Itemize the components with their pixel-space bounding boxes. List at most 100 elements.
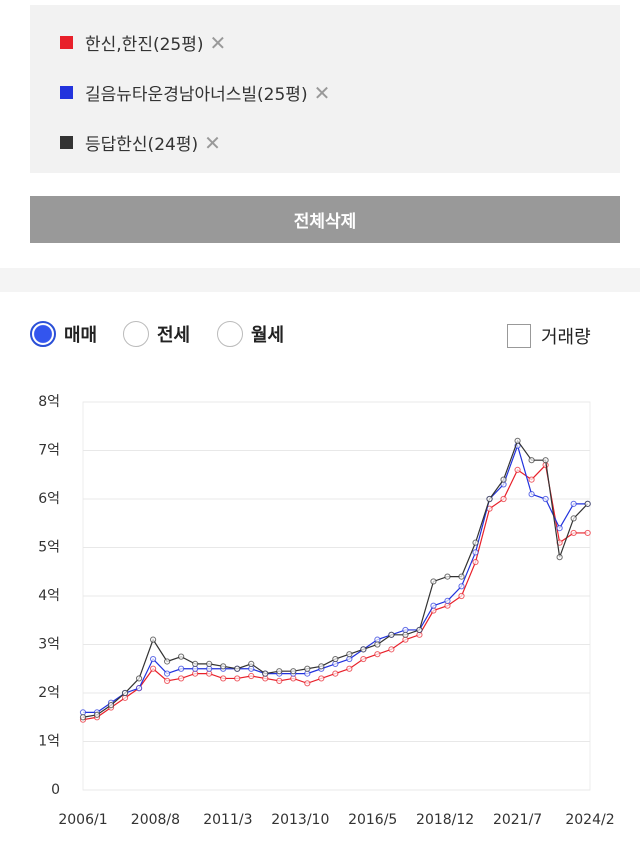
filter-panel: 한신,한진(25평) ✕ 길음뉴타운경남아너스빌(25평) ✕ 등답한신(24평) ✕ xyxy=(30,5,620,173)
data-point xyxy=(332,670,339,677)
x-tick-label: 2013/10 xyxy=(271,812,329,828)
data-point xyxy=(472,539,479,546)
y-tick-label: 5억 xyxy=(38,540,60,556)
data-point xyxy=(430,602,437,609)
y-tick-label: 4억 xyxy=(38,588,60,604)
data-point xyxy=(570,515,577,522)
series-line xyxy=(82,463,588,721)
legend-label: 길음뉴타운경남아너스빌(25평) xyxy=(85,85,308,105)
data-point xyxy=(304,680,311,687)
data-point xyxy=(374,651,381,658)
data-point xyxy=(107,702,115,709)
data-point xyxy=(556,525,563,532)
y-tick-label: 7억 xyxy=(38,443,60,459)
data-point xyxy=(234,675,241,682)
y-tick-label: 2억 xyxy=(38,685,60,701)
data-point xyxy=(206,660,213,667)
data-point xyxy=(135,685,143,692)
data-point xyxy=(178,665,185,672)
data-point xyxy=(149,655,157,663)
data-point xyxy=(164,670,171,677)
filter-item: 등답한신(24평) ✕ xyxy=(60,130,221,155)
data-point xyxy=(570,500,577,507)
y-tick-label: 8억 xyxy=(38,394,60,410)
data-point xyxy=(402,631,409,638)
separator xyxy=(0,268,640,292)
data-point xyxy=(570,529,577,537)
data-point xyxy=(514,437,521,444)
data-point xyxy=(234,665,241,672)
radio-icon xyxy=(30,321,56,347)
data-point xyxy=(262,670,269,677)
radio-monthly[interactable]: 월세 xyxy=(217,321,284,347)
data-point xyxy=(318,663,325,670)
data-point xyxy=(304,665,311,672)
data-point xyxy=(149,665,157,672)
data-point xyxy=(248,660,255,667)
data-point xyxy=(514,466,521,474)
remove-icon[interactable]: ✕ xyxy=(204,130,221,155)
legend-label: 등답한신(24평) xyxy=(85,135,199,155)
data-point xyxy=(290,668,297,675)
legend-swatch xyxy=(60,86,73,99)
data-point xyxy=(500,495,507,503)
data-point xyxy=(472,558,479,566)
data-point xyxy=(220,663,227,670)
x-tick-label: 2021/7 xyxy=(493,812,542,828)
data-point xyxy=(430,578,437,585)
checkbox-icon xyxy=(507,324,531,348)
data-point xyxy=(528,457,535,464)
volume-checkbox[interactable]: 거래량 xyxy=(507,323,591,349)
data-point xyxy=(135,675,143,682)
y-tick-label: 6억 xyxy=(38,491,60,507)
data-point xyxy=(164,658,171,665)
data-point xyxy=(584,529,591,537)
radio-jeonse[interactable]: 전세 xyxy=(123,321,190,347)
x-tick-label: 2011/3 xyxy=(203,812,252,828)
legend-swatch xyxy=(60,136,73,149)
x-tick-label: 2006/1 xyxy=(58,812,107,828)
radio-icon xyxy=(123,321,149,347)
data-point xyxy=(528,476,535,483)
data-point xyxy=(388,646,395,653)
data-point xyxy=(584,500,591,507)
legend-label: 한신,한진(25평) xyxy=(85,35,204,55)
data-point xyxy=(542,457,549,464)
data-point xyxy=(79,714,87,721)
data-point xyxy=(276,668,283,675)
remove-icon[interactable]: ✕ xyxy=(209,30,227,55)
x-tick-label: 2016/5 xyxy=(348,812,397,828)
data-point xyxy=(528,491,535,498)
data-point xyxy=(178,653,185,660)
data-point xyxy=(318,675,325,682)
data-point xyxy=(500,476,507,483)
data-point xyxy=(472,549,479,556)
radio-sale[interactable]: 매매 xyxy=(30,321,97,347)
data-point xyxy=(444,597,451,604)
chart: 0 1억 2억 3억 4억 5억 6억 7억 8억 2006/1 2008/8 2011/3 2013/… xyxy=(38,394,614,828)
y-tick-label: 0 xyxy=(51,782,60,798)
data-point xyxy=(360,646,367,653)
data-point xyxy=(276,677,283,684)
data-point xyxy=(164,677,171,684)
data-point xyxy=(93,711,101,718)
y-tick-label: 3억 xyxy=(38,637,60,653)
data-point xyxy=(486,495,493,503)
delete-all-button[interactable]: 전체삭제 xyxy=(30,196,620,243)
radio-label: 전세 xyxy=(157,325,191,346)
data-point xyxy=(416,626,423,634)
data-point xyxy=(388,631,395,638)
data-point xyxy=(149,636,157,643)
legend-swatch xyxy=(60,36,73,49)
y-tick-label: 1억 xyxy=(38,734,60,750)
data-point xyxy=(542,495,549,503)
data-point xyxy=(346,651,353,658)
data-point xyxy=(346,665,353,672)
data-point xyxy=(556,554,563,561)
x-tick-label: 2024/2 xyxy=(565,812,614,828)
filter-item: 길음뉴타운경남아너스빌(25평) ✕ xyxy=(60,80,330,105)
remove-icon[interactable]: ✕ xyxy=(313,80,331,105)
data-point xyxy=(220,675,227,682)
data-point xyxy=(360,655,367,663)
